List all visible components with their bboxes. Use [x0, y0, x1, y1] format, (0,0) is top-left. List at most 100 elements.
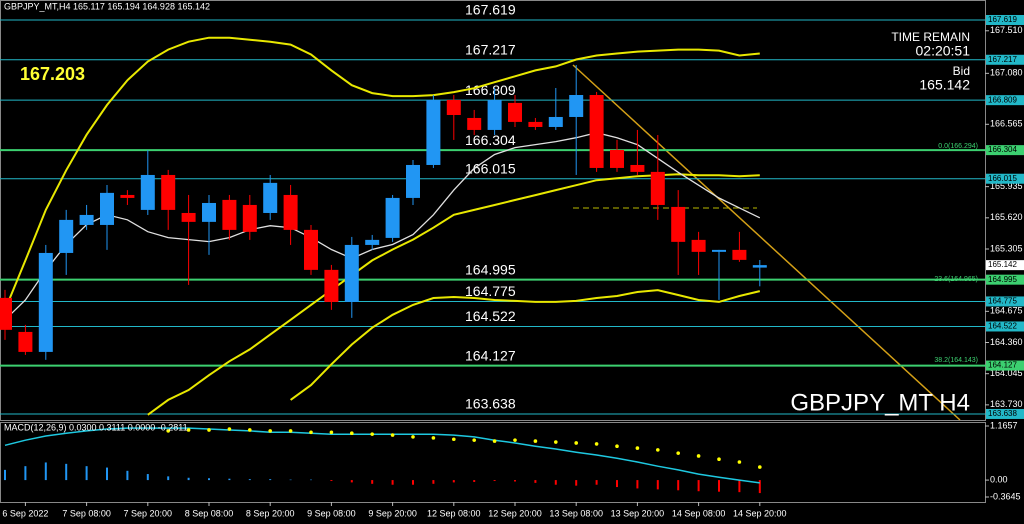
y-tick-label: -0.3645	[990, 491, 1021, 501]
signal-dot	[737, 460, 742, 464]
candle-body	[365, 239, 380, 245]
candle-body	[650, 171, 665, 205]
level-label: 166.304	[465, 132, 516, 148]
signal-dot	[329, 430, 334, 435]
histogram-bar	[126, 470, 129, 481]
signal-dot	[288, 429, 293, 433]
histogram-bar	[595, 480, 598, 485]
signal-dot	[472, 438, 477, 442]
signal-dot	[635, 446, 640, 450]
candle-body	[18, 331, 33, 352]
level-label: 166.809	[465, 82, 516, 98]
candle-body	[222, 199, 237, 230]
y-tick-label: 163.730	[990, 399, 1023, 409]
signal-dot	[554, 440, 558, 444]
y-tick-label: 167.080	[990, 68, 1023, 78]
histogram-bar	[738, 480, 741, 493]
candle-body	[181, 212, 196, 222]
histogram-bar	[106, 467, 108, 481]
candle-body	[59, 219, 74, 253]
x-tick-label: 9 Sep 20:00	[368, 508, 417, 518]
level-box-label: 167.619	[988, 15, 1017, 24]
candle-body	[324, 269, 339, 302]
level-box	[986, 173, 1024, 184]
level-label: 164.775	[465, 283, 516, 299]
histogram-bar	[228, 478, 231, 481]
candle-body	[569, 95, 584, 117]
level-label: 166.015	[465, 160, 516, 176]
histogram-bar	[167, 476, 170, 481]
histogram-bar	[350, 480, 353, 483]
candle-body	[548, 116, 563, 127]
signal-dot	[350, 431, 354, 436]
signal-dot	[758, 465, 762, 469]
candle-body	[79, 214, 94, 225]
level-box	[986, 296, 1024, 307]
price-box-label: 165.142	[988, 260, 1017, 269]
level-box	[986, 274, 1024, 285]
x-tick-label: 8 Sep 08:00	[185, 508, 234, 518]
histogram-bar	[514, 480, 516, 482]
histogram-bar	[310, 479, 312, 481]
y-tick-label: 1.1657	[990, 420, 1018, 430]
candle-body	[712, 249, 726, 252]
level-label: 164.127	[465, 347, 516, 363]
level-box-label: 163.638	[988, 409, 1017, 418]
signal-dot	[207, 428, 211, 432]
candle-body	[100, 192, 114, 225]
trend-line	[572, 64, 961, 421]
histogram-bar	[432, 480, 435, 484]
y-tick-label: 164.360	[990, 337, 1023, 347]
candle-body	[120, 194, 135, 198]
histogram-bar	[65, 463, 68, 481]
candle-body	[283, 194, 298, 230]
y-tick-label: 165.935	[990, 181, 1023, 191]
signal-dot	[186, 428, 191, 432]
candle-body	[467, 117, 482, 130]
signal-dot	[227, 427, 232, 431]
candle-body	[752, 265, 767, 268]
macd-panel-frame	[0, 422, 986, 503]
fib-label: 0.0(166.294)	[938, 143, 978, 150]
level-label: 167.217	[465, 41, 516, 57]
signal-dot	[533, 439, 538, 443]
histogram-bar	[289, 479, 292, 481]
y-tick-label: 164.045	[990, 368, 1023, 378]
candle-body	[671, 206, 686, 242]
level-box	[986, 54, 1024, 65]
histogram-bar	[636, 480, 639, 489]
chart-title: GBPJPY_MT,H4 165.117 165.194 164.928 165…	[4, 1, 210, 11]
signal-dot	[594, 442, 599, 446]
bid-value: 165.142	[919, 77, 970, 93]
level-box-label: 166.809	[988, 95, 1017, 104]
signal-dot	[676, 451, 680, 455]
level-box	[986, 14, 1024, 25]
histogram-bar	[371, 480, 374, 484]
bid-label: Bid	[953, 64, 970, 78]
signal-dot	[452, 437, 456, 442]
histogram-bar	[758, 480, 761, 494]
candle-body	[732, 249, 747, 260]
signal-dot	[574, 441, 578, 445]
histogram-bar	[697, 480, 700, 492]
macd-title: MACD(12,26,9) 0.0300 0.3111 0.0000 -0.28…	[4, 422, 188, 432]
histogram-bar	[4, 469, 6, 481]
candle-body	[610, 149, 624, 168]
indicator-line	[4, 132, 761, 321]
signal-dot	[411, 435, 415, 439]
histogram-bar	[616, 480, 618, 488]
level-label: 167.619	[465, 2, 516, 18]
level-box-label: 164.995	[988, 275, 1017, 284]
level-box	[986, 408, 1024, 419]
candle-body	[263, 182, 278, 213]
histogram-bar	[677, 480, 680, 491]
signal-dot	[717, 457, 721, 462]
histogram-bar	[554, 480, 557, 485]
fib-label: 38.2(164.143)	[934, 357, 978, 364]
x-tick-label: 13 Sep 08:00	[549, 508, 603, 518]
level-label: 164.995	[465, 261, 516, 277]
fib-label: 23.6(164.965)	[934, 276, 978, 283]
